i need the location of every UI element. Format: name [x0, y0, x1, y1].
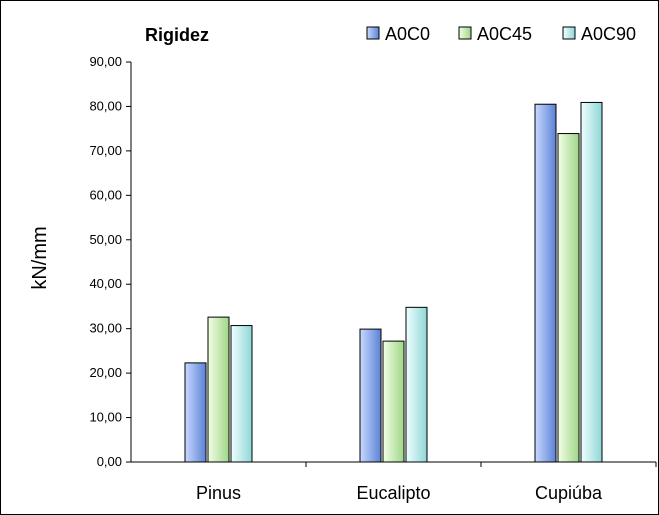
- legend-label-a0c0: A0C0: [385, 24, 430, 44]
- chart-title: Rigidez: [145, 25, 209, 45]
- x-axis: Pinus Eucalipto Cupiúba: [131, 461, 657, 503]
- bar-a0c0-eucalipto: [359, 328, 382, 463]
- legend-swatch-a0c90: [562, 26, 576, 40]
- legend-label-a0c90: A0C90: [581, 24, 636, 44]
- y-tick-label: 50,00: [89, 232, 122, 247]
- bar-a0c90-cupiúba: [580, 101, 603, 463]
- y-tick-label: 0,00: [97, 454, 122, 469]
- y-tick-label: 90,00: [89, 54, 122, 69]
- bar-a0c45-cupiúba: [557, 133, 580, 463]
- legend-swatch-a0c0: [366, 26, 380, 40]
- legend: A0C0 A0C45 A0C90: [366, 24, 636, 44]
- y-axis-label: kN/mm: [29, 226, 51, 289]
- x-tick-label: Eucalipto: [356, 483, 430, 503]
- bar-a0c0-cupiúba: [534, 103, 557, 463]
- bar-a0c45-eucalipto: [382, 340, 405, 463]
- legend-label-a0c45: A0C45: [477, 24, 532, 44]
- y-axis: 0,00 10,00 20,00 30,00 40,00 50,00 60,00 70,00 8…: [89, 54, 132, 469]
- bar-a0c0-pinus: [184, 362, 207, 463]
- y-tick-label: 70,00: [89, 143, 122, 158]
- y-tick-label: 30,00: [89, 321, 122, 336]
- y-tick-label: 60,00: [89, 187, 122, 202]
- y-tick-label: 40,00: [89, 276, 122, 291]
- bar-a0c90-pinus: [230, 325, 253, 463]
- x-tick-label: Cupiúba: [535, 483, 603, 503]
- bar-a0c45-pinus: [207, 316, 230, 463]
- x-tick-label: Pinus: [196, 483, 241, 503]
- bars: [184, 101, 603, 463]
- y-tick-label: 80,00: [89, 98, 122, 113]
- legend-swatch-a0c45: [458, 26, 472, 40]
- y-tick-label: 10,00: [89, 410, 122, 425]
- y-tick-label: 20,00: [89, 365, 122, 380]
- bar-a0c90-eucalipto: [405, 306, 428, 463]
